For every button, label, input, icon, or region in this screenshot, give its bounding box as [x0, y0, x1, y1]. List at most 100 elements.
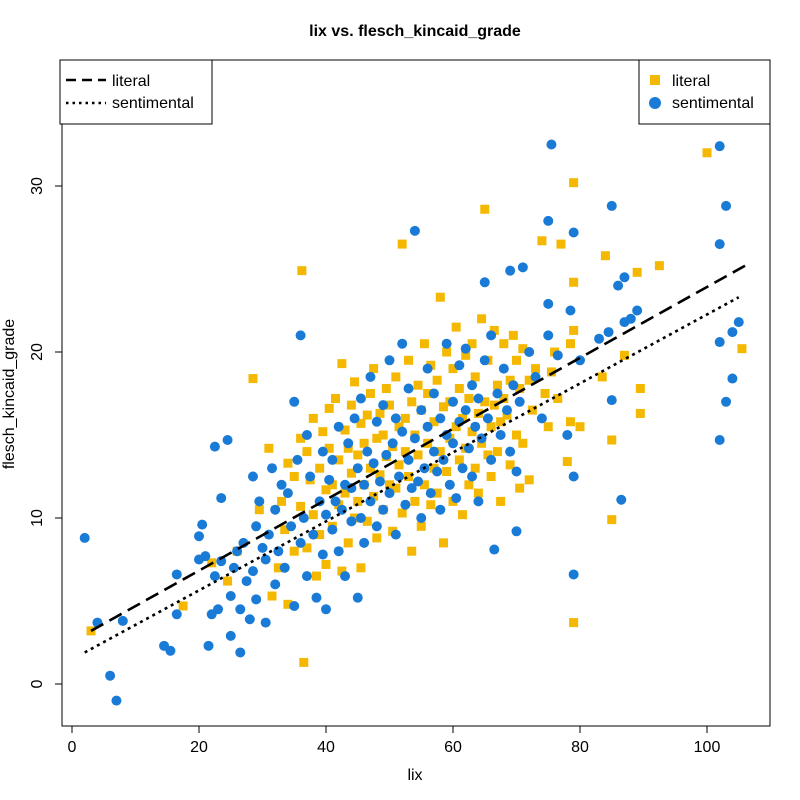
- data-point-sentimental: [473, 496, 484, 507]
- data-point-literal: [505, 375, 515, 385]
- data-point-literal: [324, 403, 334, 413]
- data-point-literal: [464, 480, 474, 490]
- data-point-literal: [565, 339, 575, 349]
- y-axis: 0 10 20 30: [29, 177, 63, 688]
- data-point-literal: [321, 559, 331, 569]
- data-point-sentimental: [244, 614, 255, 625]
- data-point-sentimental: [448, 438, 458, 449]
- data-point-literal: [315, 530, 325, 540]
- data-point-sentimental: [473, 393, 484, 404]
- data-point-literal: [397, 508, 407, 518]
- data-point-sentimental: [495, 430, 506, 440]
- data-point-literal: [438, 402, 448, 412]
- data-point-literal: [346, 468, 356, 478]
- data-point-sentimental: [479, 355, 490, 366]
- data-point-literal: [480, 397, 490, 407]
- data-point-literal: [467, 339, 477, 349]
- data-point-sentimental: [371, 521, 382, 532]
- x-axis: 0 20 40 60 80 100: [68, 725, 720, 756]
- legend-series-box: [638, 59, 771, 125]
- data-point-sentimental: [543, 215, 554, 226]
- data-point-sentimental: [286, 521, 297, 532]
- data-point-literal: [518, 344, 528, 354]
- data-point-literal: [391, 372, 401, 382]
- data-point-literal: [448, 364, 458, 374]
- data-point-sentimental: [251, 594, 262, 605]
- data-point-sentimental: [568, 227, 579, 238]
- data-point-sentimental: [171, 609, 182, 620]
- data-point-sentimental: [508, 380, 519, 391]
- data-point-literal: [569, 277, 579, 287]
- data-point-sentimental: [565, 305, 576, 316]
- data-point-sentimental: [714, 239, 725, 250]
- data-point-literal: [492, 380, 502, 390]
- data-point-sentimental: [381, 449, 392, 460]
- data-point-literal: [178, 601, 188, 611]
- data-point-literal: [435, 292, 445, 302]
- data-point-sentimental: [457, 463, 468, 474]
- data-point-literal: [524, 375, 534, 385]
- data-point-literal: [565, 417, 575, 427]
- data-point-literal: [416, 521, 426, 531]
- data-point-sentimental: [416, 405, 427, 416]
- data-point-sentimental: [378, 504, 389, 515]
- data-point-sentimental: [254, 496, 265, 507]
- data-point-sentimental: [260, 617, 271, 628]
- data-point-literal: [394, 422, 404, 432]
- data-point-sentimental: [714, 337, 725, 348]
- data-point-literal: [562, 457, 572, 467]
- data-point-literal: [356, 418, 366, 428]
- data-point-literal: [391, 483, 401, 493]
- data-point-sentimental: [165, 645, 176, 656]
- data-point-literal: [537, 236, 547, 246]
- x-tick-label: 20: [190, 739, 208, 756]
- data-point-sentimental: [501, 405, 512, 416]
- data-point-sentimental: [505, 446, 516, 457]
- data-point-sentimental: [317, 549, 328, 560]
- data-point-sentimental: [530, 371, 541, 382]
- data-point-sentimental: [200, 551, 211, 562]
- data-point-sentimental: [432, 466, 443, 477]
- data-point-literal: [524, 475, 534, 485]
- data-point-literal: [540, 389, 550, 398]
- data-point-sentimental: [270, 504, 281, 515]
- data-point-literal: [432, 488, 442, 498]
- legend-literal-marker-label: literal: [672, 73, 710, 90]
- data-point-literal: [337, 566, 347, 576]
- data-point-literal: [492, 447, 502, 457]
- data-point-literal: [334, 455, 344, 465]
- data-point-sentimental: [524, 347, 535, 357]
- data-point-sentimental: [543, 298, 554, 309]
- data-point-sentimental: [349, 413, 360, 424]
- data-point-sentimental: [460, 405, 471, 416]
- data-point-literal: [429, 417, 439, 427]
- data-point-literal: [512, 355, 521, 365]
- data-point-sentimental: [292, 454, 303, 465]
- data-point-literal: [451, 322, 461, 332]
- data-point-sentimental: [222, 434, 233, 445]
- x-tick-label: 0: [68, 739, 77, 756]
- data-point-literal: [473, 488, 483, 498]
- data-point-sentimental: [727, 327, 738, 338]
- data-point-literal: [470, 372, 480, 382]
- data-point-sentimental: [197, 519, 208, 530]
- data-point-literal: [632, 267, 642, 277]
- data-point-sentimental: [619, 272, 630, 283]
- data-point-literal: [543, 422, 553, 432]
- data-point-sentimental: [247, 566, 258, 577]
- data-point-sentimental: [492, 388, 503, 399]
- y-tick-label: 20: [29, 343, 46, 361]
- data-point-literal: [546, 367, 556, 377]
- data-point-literal: [315, 463, 325, 473]
- data-point-sentimental: [444, 479, 455, 490]
- data-point-literal: [340, 488, 350, 498]
- data-point-literal: [635, 408, 645, 418]
- data-point-sentimental: [403, 454, 414, 465]
- data-point-literal: [426, 500, 436, 510]
- data-point-sentimental: [105, 670, 116, 681]
- x-tick-label: 80: [571, 739, 589, 756]
- data-point-sentimental: [486, 454, 497, 465]
- data-point-literal: [311, 571, 321, 581]
- data-point-sentimental: [514, 396, 525, 407]
- data-point-sentimental: [536, 413, 547, 424]
